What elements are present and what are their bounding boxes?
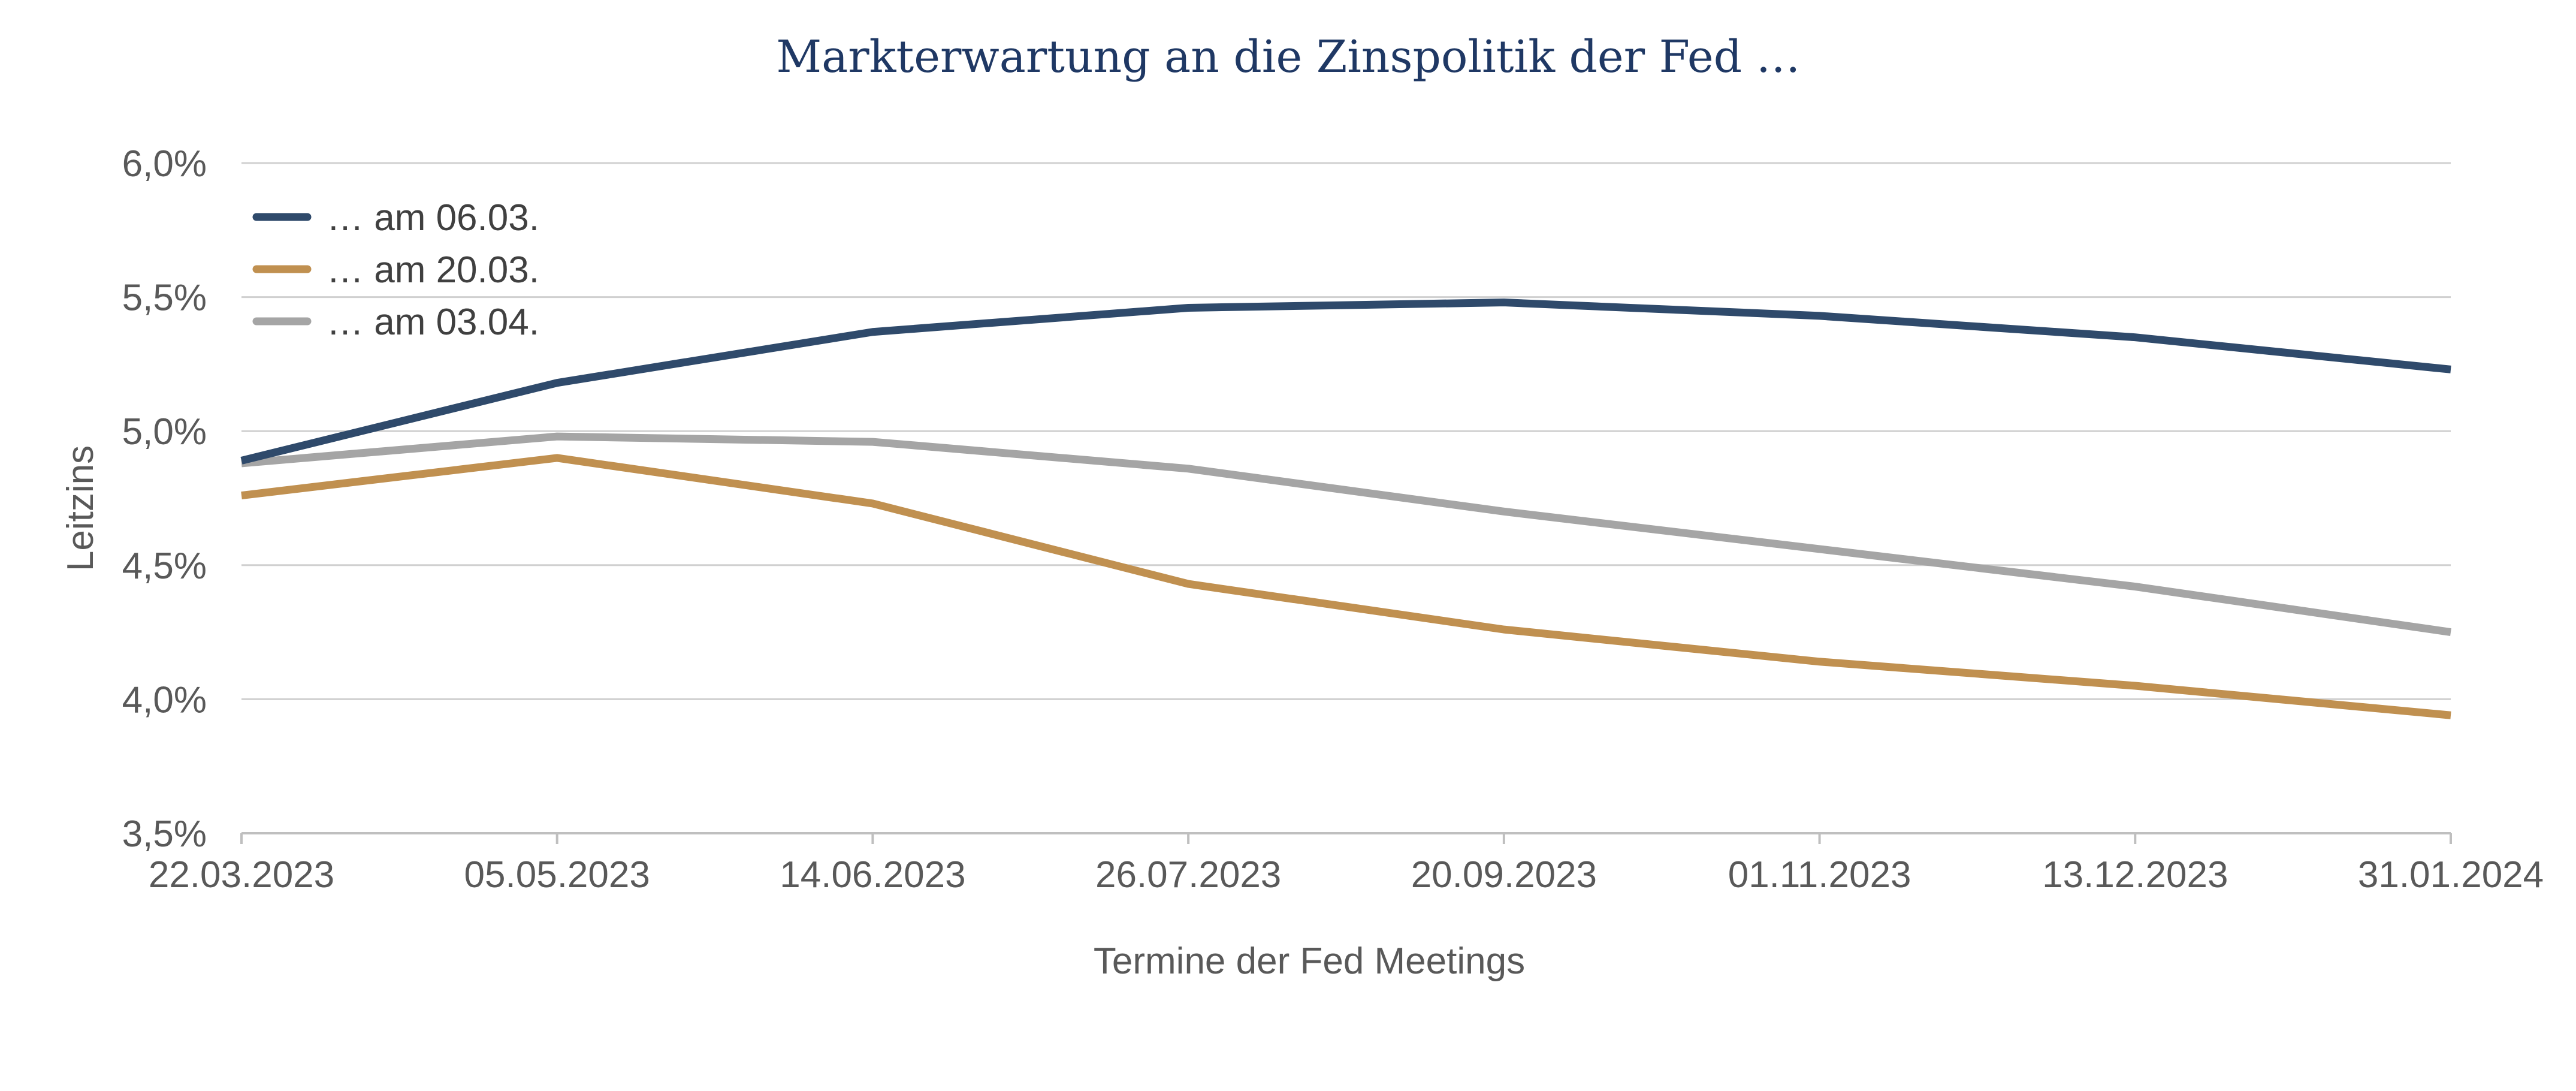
legend: … am 06.03. … am 20.03. … am 03.04. bbox=[252, 197, 539, 343]
y-tick-label: 5,0% bbox=[122, 411, 207, 453]
x-tick-label: 13.12.2023 bbox=[2042, 854, 2228, 896]
legend-label: … am 20.03. bbox=[327, 249, 539, 291]
x-axis-label: Termine der Fed Meetings bbox=[1094, 941, 1525, 982]
y-tick-label: 4,0% bbox=[122, 679, 207, 721]
x-tick-label: 14.06.2023 bbox=[780, 854, 965, 896]
legend-label: … am 03.04. bbox=[327, 302, 539, 343]
x-tick-label: 20.09.2023 bbox=[1411, 854, 1597, 896]
x-tick-label: 22.03.2023 bbox=[149, 854, 334, 896]
series-lines bbox=[240, 299, 2451, 719]
axes: 3,5% 4,0% 4,5% 5,0% 5,5% 6,0% 22.03.2023 05.05.… bbox=[122, 143, 2544, 896]
x-tick-label: 26.07.2023 bbox=[1095, 854, 1281, 896]
y-tick-label: 4,5% bbox=[122, 546, 207, 587]
y-axis-label: Leitzins bbox=[60, 445, 101, 571]
y-tick-label: 6,0% bbox=[122, 143, 207, 185]
chart-title: Markterwartung an die Zinspolitik der Fe… bbox=[776, 31, 1800, 83]
y-tick-label: 3,5% bbox=[122, 813, 207, 855]
gridlines bbox=[241, 162, 2451, 700]
series-line-1 bbox=[240, 299, 2451, 465]
y-tick-label: 5,5% bbox=[122, 278, 207, 319]
series-line-3 bbox=[241, 432, 2451, 637]
x-tick-label: 05.05.2023 bbox=[464, 854, 650, 896]
series-line-2 bbox=[241, 454, 2451, 719]
x-tick-label: 01.11.2023 bbox=[1728, 854, 1911, 896]
legend-label: … am 06.03. bbox=[327, 197, 539, 239]
x-tick-label: 31.01.2024 bbox=[2358, 854, 2544, 896]
